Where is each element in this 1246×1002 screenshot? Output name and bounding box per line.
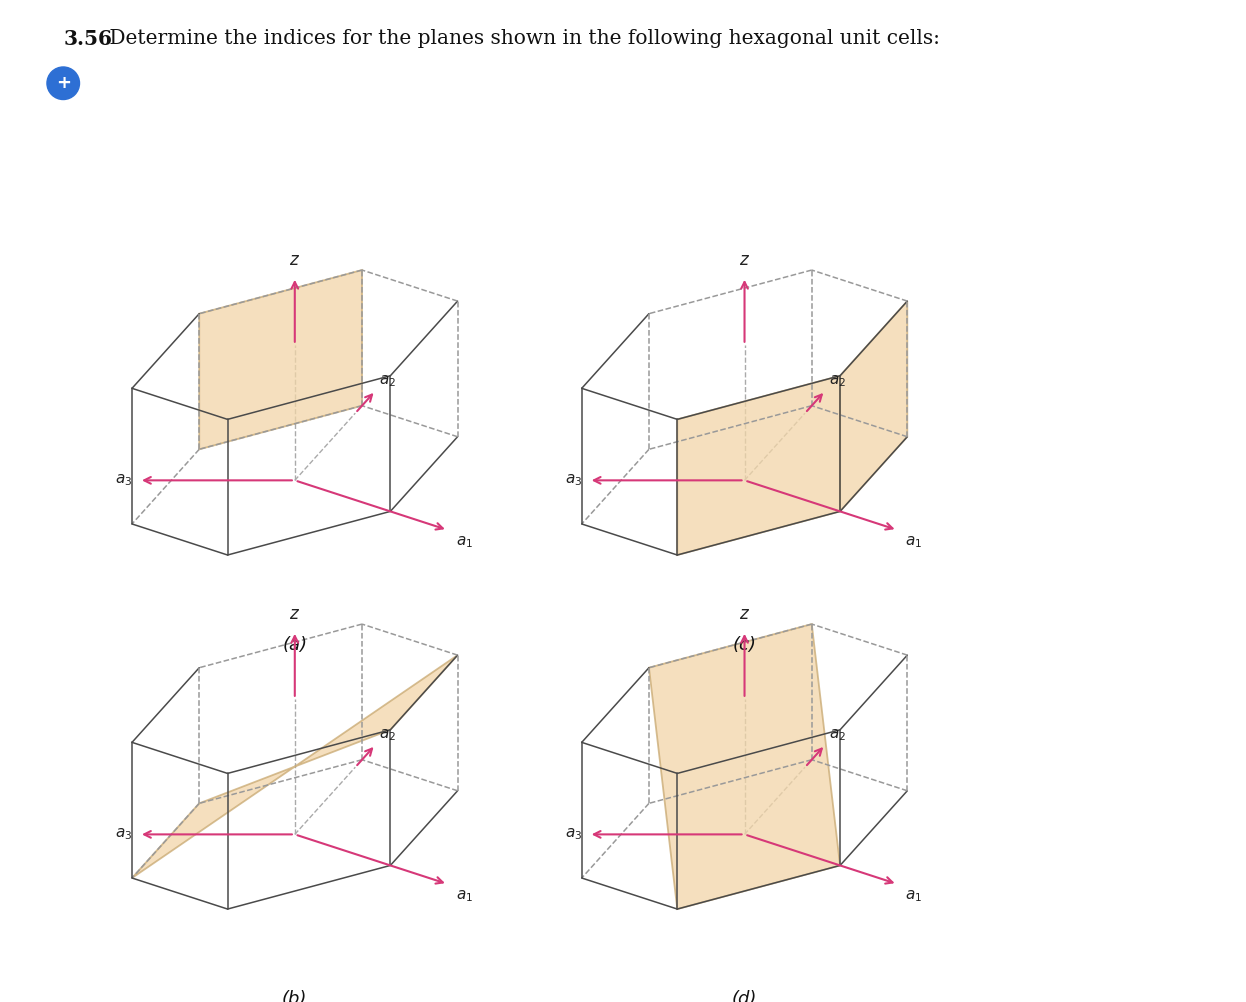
Circle shape: [47, 67, 80, 99]
Polygon shape: [840, 301, 907, 511]
Text: $z$: $z$: [289, 605, 300, 623]
Text: (a): (a): [283, 636, 308, 654]
Text: (d): (d): [731, 990, 758, 1002]
Text: $a_1$: $a_1$: [906, 534, 922, 550]
Text: $a_1$: $a_1$: [456, 888, 472, 904]
Text: $z$: $z$: [739, 605, 750, 623]
Text: (b): (b): [282, 990, 308, 1002]
Text: 3.56: 3.56: [64, 29, 112, 49]
Polygon shape: [132, 655, 457, 878]
Polygon shape: [649, 624, 840, 909]
Text: +: +: [56, 74, 71, 92]
Polygon shape: [678, 376, 840, 555]
Text: $a_3$: $a_3$: [564, 473, 582, 488]
Text: Determine the indices for the planes shown in the following hexagonal unit cells: Determine the indices for the planes sho…: [103, 29, 941, 48]
Text: $a_2$: $a_2$: [380, 373, 396, 389]
Text: $a_1$: $a_1$: [456, 534, 472, 550]
Text: $z$: $z$: [289, 250, 300, 269]
Text: $a_2$: $a_2$: [380, 727, 396, 742]
Text: $a_3$: $a_3$: [564, 827, 582, 843]
Text: $a_2$: $a_2$: [830, 373, 846, 389]
Text: $a_3$: $a_3$: [115, 827, 132, 843]
Text: $a_3$: $a_3$: [115, 473, 132, 488]
Polygon shape: [199, 271, 363, 449]
Text: (c): (c): [733, 636, 756, 654]
Text: $a_1$: $a_1$: [906, 888, 922, 904]
Text: $z$: $z$: [739, 250, 750, 269]
Text: $a_2$: $a_2$: [830, 727, 846, 742]
